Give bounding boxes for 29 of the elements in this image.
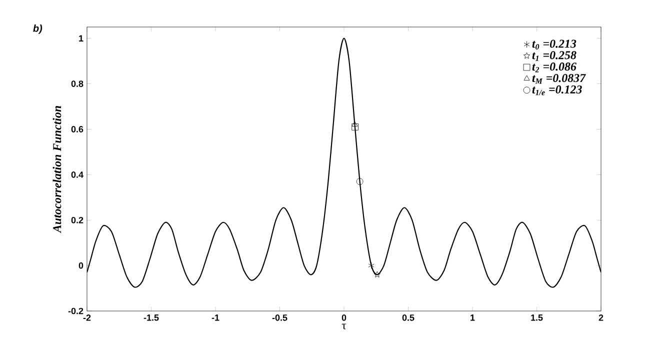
chart-title: b) (33, 24, 42, 34)
legend-label: t$_{0}$ =0.213 (532, 40, 576, 50)
point (368, 262, 374, 269)
y-tick-label: 0.8 (71, 80, 84, 87)
x-axis-title: τ (342, 324, 346, 330)
y-tick-label: 0.6 (71, 126, 84, 132)
y-tick-label: -0.2 (68, 308, 84, 314)
x-tick-label: 1.5 (531, 314, 543, 321)
y-tick-label: 1 (79, 35, 84, 42)
x-tick-label: 0 (342, 314, 346, 321)
x-tick-label: 0.5 (402, 314, 414, 321)
x-tick-label: -1.5 (144, 314, 159, 321)
x-tick-label: -0.5 (272, 314, 288, 321)
point (352, 124, 358, 130)
x-tick-label: -1 (212, 314, 220, 321)
legend-label: t$_{1}$ =0.258 (532, 51, 576, 61)
legend-label: t$_{2}$ =0.086 (532, 62, 576, 72)
y-tick-label: 0.2 (71, 216, 84, 224)
legend-label: t$_{M}$ =0.0837 (532, 74, 586, 84)
legend-label: t$_{1/e}$ =0.123 (532, 85, 582, 96)
x-tick-label: -2 (83, 314, 91, 321)
y-tick-label: 0.4 (71, 172, 84, 178)
point (356, 178, 364, 185)
x-tick-label: 1 (470, 314, 475, 321)
point (352, 121, 358, 126)
y-tick-label: 0 (78, 262, 84, 269)
point (374, 271, 380, 278)
x-tick-label: 2 (598, 314, 604, 321)
y-axis-title: Autocorrelation Function (52, 106, 62, 234)
